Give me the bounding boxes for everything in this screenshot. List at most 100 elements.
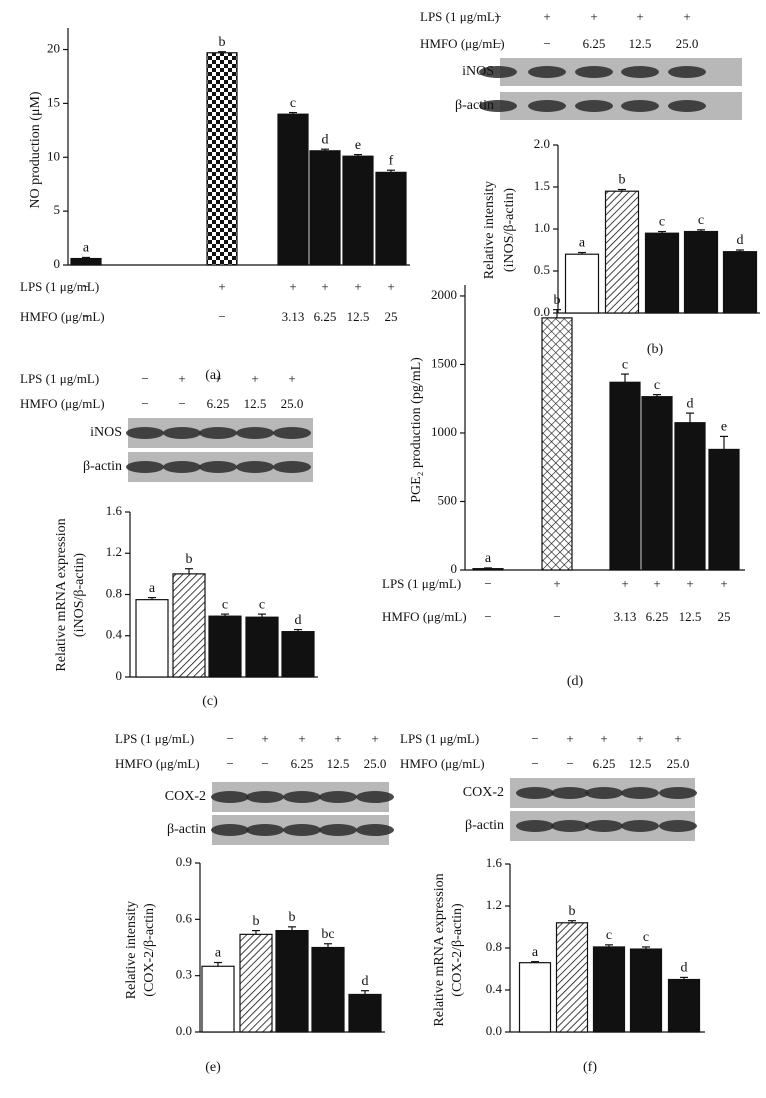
condition-value: 25.0	[281, 396, 304, 411]
condition-value: 12.5	[629, 756, 652, 771]
condition-value: +	[214, 371, 221, 386]
bar	[342, 155, 374, 266]
blot-band	[659, 787, 697, 799]
condition-label: LPS (1 μg/mL)	[20, 371, 99, 386]
y-axis-label: Relative mRNA expression	[432, 873, 447, 1026]
condition-label: LPS (1 μg/mL)	[382, 576, 461, 591]
condition-value: −	[484, 609, 491, 624]
condition-value: +	[371, 731, 378, 746]
bar	[281, 631, 315, 678]
y-tick-label: 15	[47, 94, 60, 109]
significance-letter: b	[219, 35, 226, 50]
condition-value: 6.25	[291, 756, 314, 771]
blot-band	[126, 461, 164, 473]
bar	[239, 933, 273, 1033]
significance-letter: bc	[321, 927, 334, 942]
blot-band	[575, 66, 613, 78]
condition-value: 12.5	[347, 309, 370, 324]
significance-letter: c	[698, 213, 704, 228]
condition-value: +	[600, 731, 607, 746]
condition-value: +	[298, 731, 305, 746]
significance-letter: c	[222, 597, 228, 612]
significance-letter: b	[554, 293, 561, 308]
condition-label: HMFO (μg/mL)	[115, 756, 200, 771]
blot-band	[199, 461, 237, 473]
condition-value: +	[218, 279, 225, 294]
blot-band	[283, 791, 321, 803]
y-tick-label: 1.2	[486, 897, 502, 912]
y-tick-label: 0	[54, 256, 61, 271]
bar	[275, 929, 309, 1033]
blot-band	[273, 461, 311, 473]
significance-letter: e	[355, 138, 361, 153]
panel-caption: (d)	[567, 674, 584, 689]
blot-band	[211, 791, 249, 803]
blot-label: β-actin	[167, 822, 206, 837]
condition-value: 25.0	[364, 756, 387, 771]
bar	[629, 948, 663, 1033]
blot-band	[319, 791, 357, 803]
y-tick-label: 1.2	[106, 544, 122, 559]
significance-letter: b	[619, 173, 626, 188]
y-tick-label: 1.5	[534, 178, 550, 193]
blot-label: COX-2	[463, 785, 504, 800]
y-axis-label: (COX-2/β-actin)	[142, 903, 157, 997]
condition-value: 6.25	[593, 756, 616, 771]
y-tick-label: 0.4	[106, 627, 123, 642]
blot-label: β-actin	[465, 818, 504, 833]
bar	[641, 396, 673, 571]
y-tick-label: 20	[47, 41, 60, 56]
y-tick-label: 2000	[431, 287, 457, 302]
bar	[541, 317, 573, 571]
blot-band	[551, 820, 589, 832]
panel-caption: (a)	[205, 368, 221, 383]
condition-value: +	[543, 9, 550, 24]
condition-value: 12.5	[244, 396, 267, 411]
y-tick-label: 500	[438, 492, 458, 507]
blot-band	[246, 791, 284, 803]
condition-value: 6.25	[646, 609, 669, 624]
condition-label: HMFO (μg/mL)	[20, 309, 105, 324]
blot-band	[516, 787, 554, 799]
blot-band	[283, 824, 321, 836]
condition-value: +	[720, 576, 727, 591]
blot-label: iNOS	[90, 425, 122, 440]
blot-band	[479, 100, 517, 112]
condition-label: HMFO (μg/mL)	[382, 609, 467, 624]
bar	[667, 978, 701, 1033]
condition-value: −	[566, 756, 573, 771]
bar	[206, 52, 238, 266]
blot-band	[528, 100, 566, 112]
significance-letter: d	[737, 233, 744, 248]
condition-value: 25	[718, 609, 731, 624]
blot-band	[659, 820, 697, 832]
y-axis-label: (iNOS/β-actin)	[72, 553, 87, 637]
condition-label: LPS (1 μg/mL)	[420, 9, 499, 24]
y-tick-label: 1.0	[534, 220, 550, 235]
condition-value: −	[178, 396, 185, 411]
condition-value: 6.25	[207, 396, 230, 411]
bar	[604, 190, 640, 314]
condition-value: 6.25	[314, 309, 337, 324]
condition-label: HMFO (μg/mL)	[20, 396, 105, 411]
y-axis-label: PGE₂ production (pg/mL)	[409, 357, 424, 503]
condition-value: −	[226, 731, 233, 746]
condition-value: +	[653, 576, 660, 591]
condition-value: −	[494, 9, 501, 24]
condition-value: 6.25	[583, 36, 606, 51]
condition-value: 3.13	[614, 609, 637, 624]
y-tick-label: 10	[47, 148, 60, 163]
bar	[375, 171, 407, 266]
blot-band	[356, 791, 394, 803]
significance-letter: e	[721, 420, 727, 435]
bar	[245, 616, 279, 678]
blot-band	[126, 427, 164, 439]
blot-band	[585, 820, 623, 832]
condition-value: +	[683, 9, 690, 24]
condition-value: 3.13	[282, 309, 305, 324]
blot-label: β-actin	[83, 459, 122, 474]
condition-value: +	[636, 9, 643, 24]
y-tick-label: 1.6	[486, 855, 503, 870]
condition-value: +	[686, 576, 693, 591]
